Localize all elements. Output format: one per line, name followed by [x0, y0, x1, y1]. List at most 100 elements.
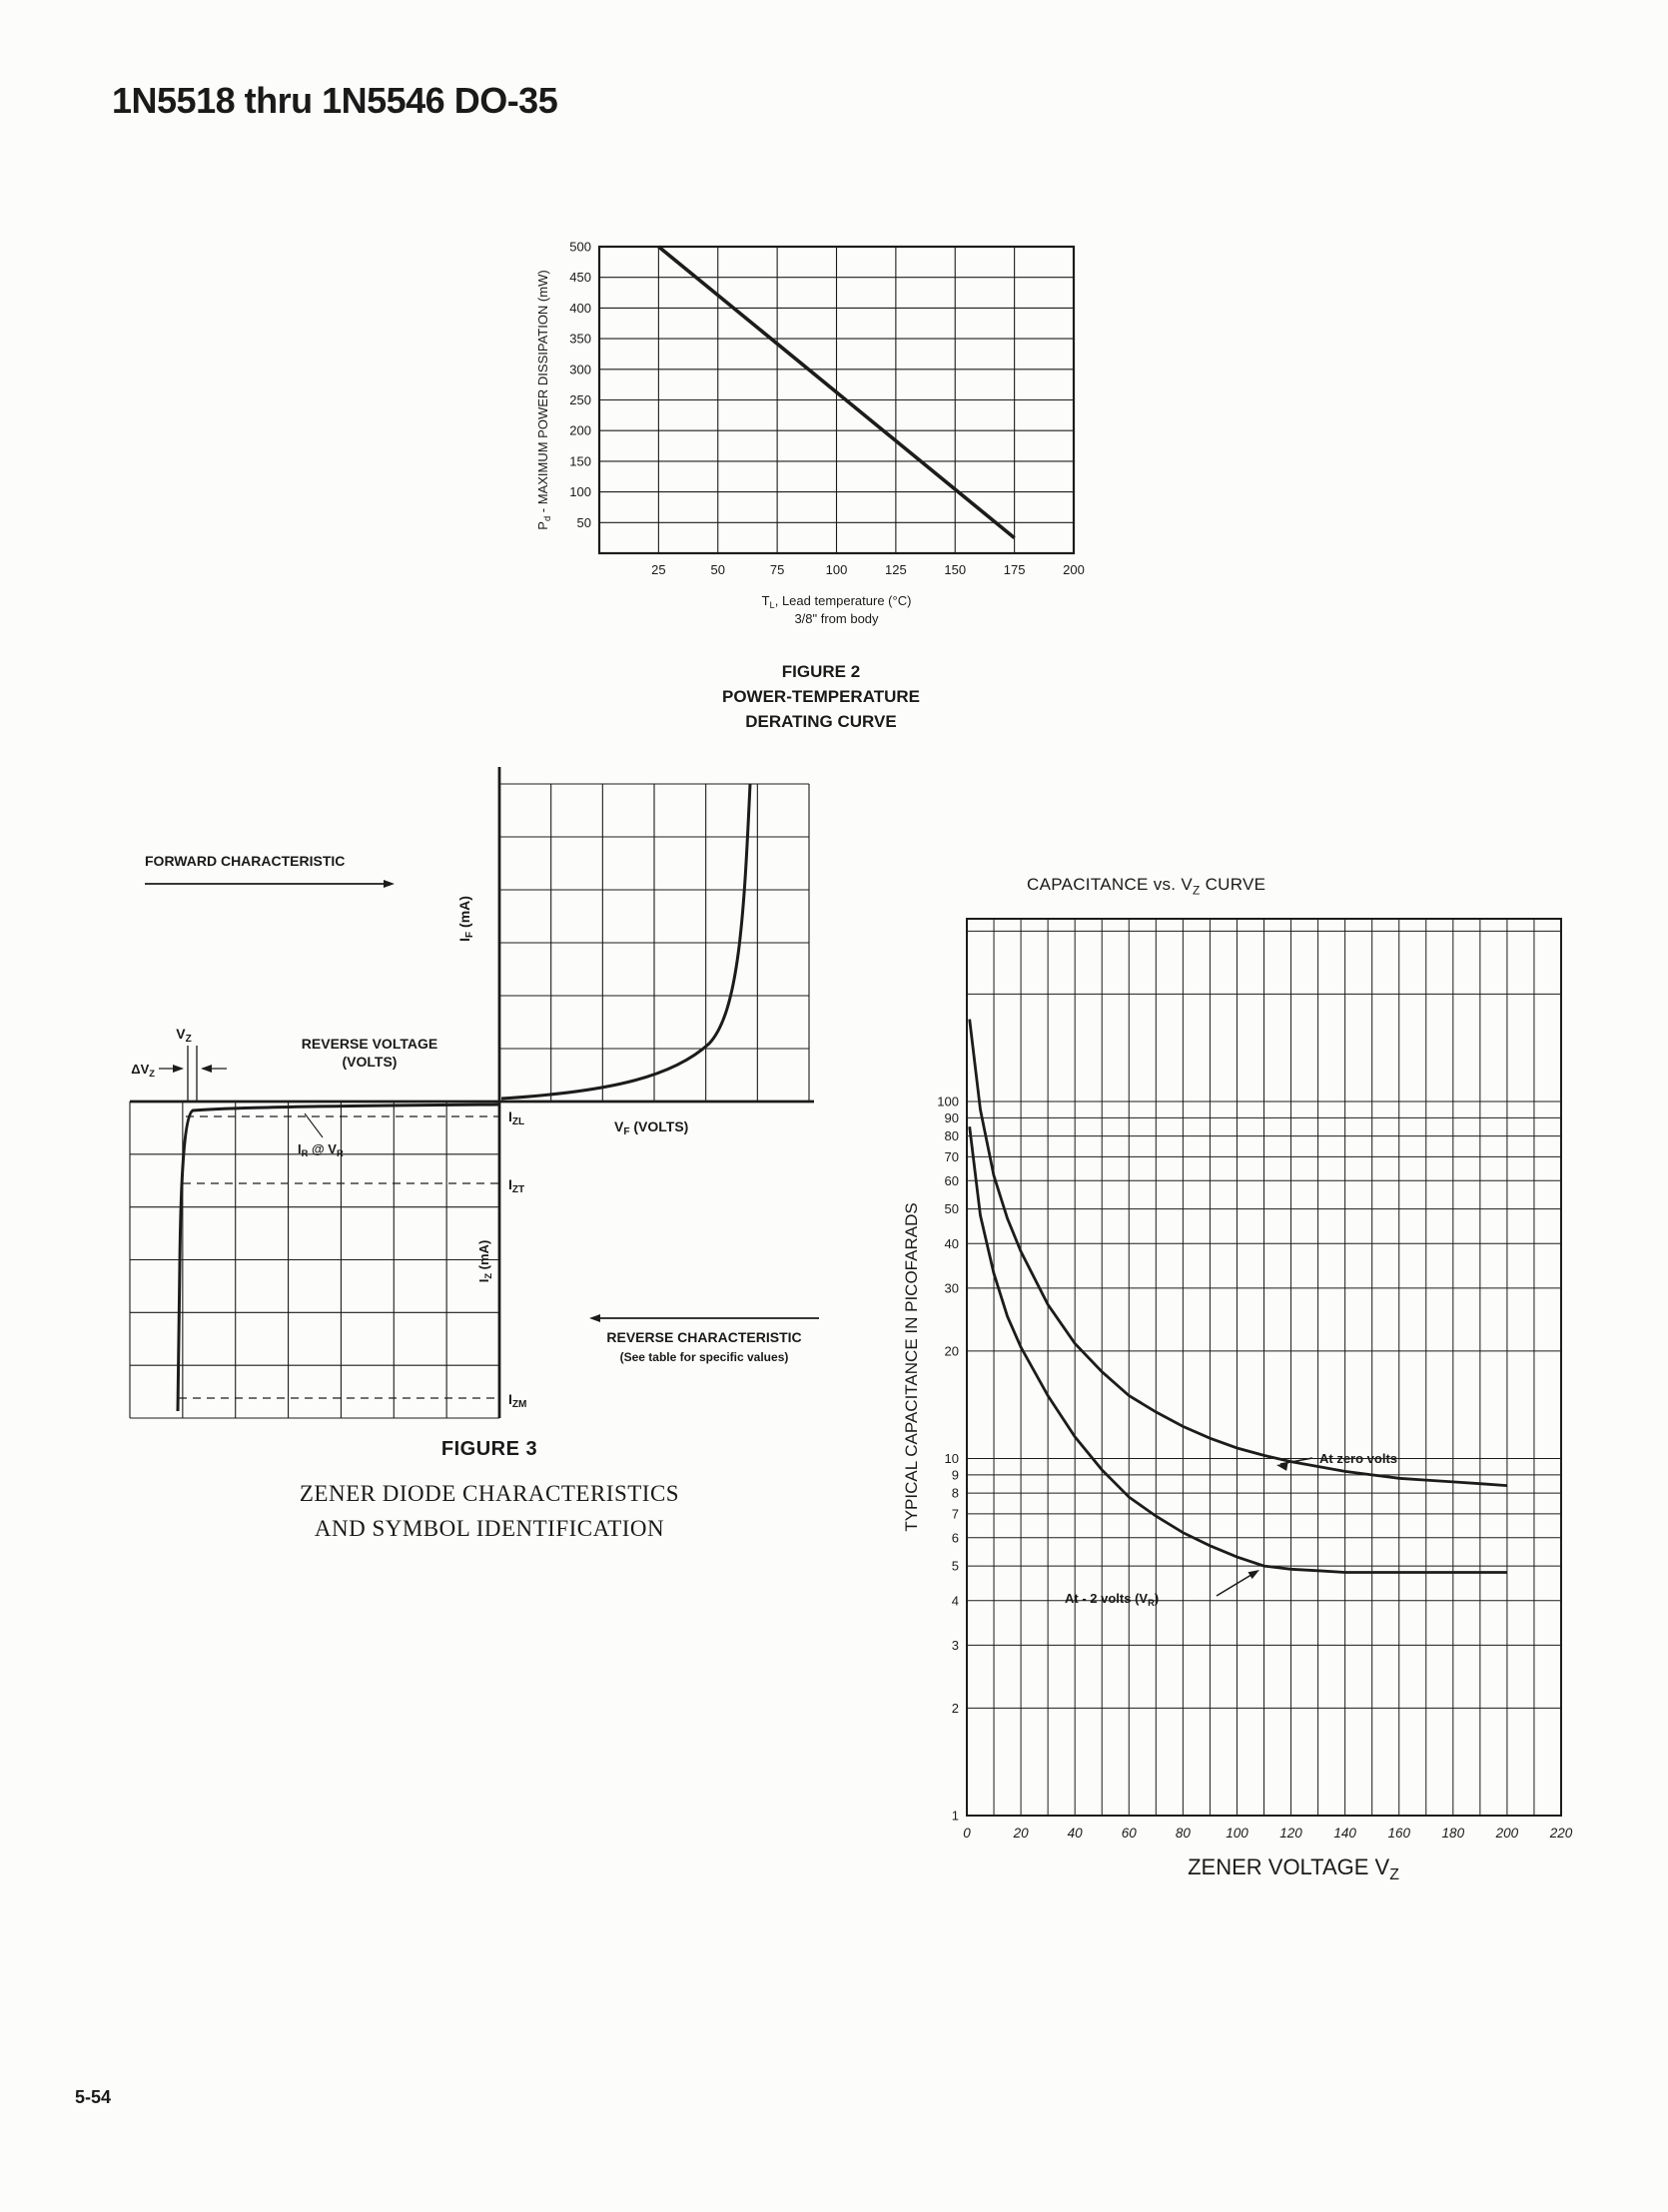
zero-volts-arrowhead [1276, 1462, 1288, 1471]
x-tick-label: 100 [1226, 1826, 1249, 1841]
ir-at-vr-label: IR @ VR [298, 1141, 344, 1158]
x-tick-label: 20 [1013, 1826, 1030, 1841]
y-axis-label: Pd - MAXIMUM POWER DISSIPATION (mW) [535, 270, 552, 529]
x-axis-title: ZENER VOLTAGE VZ [1188, 1854, 1399, 1883]
page-title: 1N5518 thru 1N5546 DO-35 [112, 80, 558, 121]
plot-border [966, 918, 1562, 1817]
y-tick-label: 300 [569, 362, 591, 376]
x-tick-label: 200 [1495, 1826, 1519, 1841]
x-axis-label-line2: 3/8" from body [794, 611, 879, 626]
y-tick-label: 250 [569, 392, 591, 407]
reverse-characteristic-label: REVERSE CHARACTERISTIC [606, 1329, 801, 1345]
x-tick-label: 175 [1004, 562, 1026, 577]
minus2-volts-arrowhead [1248, 1570, 1259, 1580]
y-tick-label: 200 [569, 423, 591, 438]
figure2-caption-line1: FIGURE 2 [781, 662, 861, 681]
figure3-subtitle-line2: AND SYMBOL IDENTIFICATION [314, 1516, 665, 1541]
y-tick-label: 4 [952, 1593, 959, 1608]
delta-vz-arrowhead-right [201, 1065, 212, 1073]
izt-label: IZT [508, 1176, 525, 1195]
forward-arrowhead [384, 880, 395, 888]
y-tick-label: 30 [945, 1280, 959, 1295]
y-tick-label: 80 [945, 1128, 959, 1143]
figure3-subtitle-line1: ZENER DIODE CHARACTERISTICS [299, 1481, 680, 1506]
y-tick-label: 20 [945, 1343, 959, 1358]
x-tick-label: 120 [1279, 1826, 1302, 1841]
x-tick-label: 140 [1333, 1826, 1356, 1841]
figure2-caption-line2: POWER-TEMPERATURE [721, 687, 920, 706]
plot-border [597, 245, 1076, 555]
capacitance-curve-1 [968, 1126, 1507, 1574]
y-tick-label: 7 [952, 1506, 959, 1521]
x-tick-label: 40 [1068, 1826, 1084, 1841]
y-tick-label: 450 [569, 270, 591, 285]
y-tick-label: 100 [569, 484, 591, 499]
x-tick-label: 80 [1176, 1826, 1192, 1841]
x-tick-label: 220 [1549, 1826, 1573, 1841]
x-tick-label: 50 [711, 562, 725, 577]
x-tick-label: 100 [826, 562, 848, 577]
reverse-characteristic-curve [176, 1103, 500, 1412]
x-tick-label: 180 [1442, 1826, 1465, 1841]
x-tick-label: 75 [770, 562, 784, 577]
capacitance-chart-title: CAPACITANCE vs. VZ CURVE [1027, 875, 1266, 898]
reverse-voltage-label: REVERSE VOLTAGE [302, 1036, 437, 1052]
y-tick-label: 150 [569, 453, 591, 468]
y-tick-label: 100 [937, 1095, 959, 1109]
y-tick-label: 3 [952, 1638, 959, 1653]
derating-line [657, 245, 1016, 539]
delta-vz-label: ΔVZ [131, 1062, 155, 1079]
y-tick-label: 5 [952, 1559, 959, 1574]
x-tick-label: 0 [963, 1826, 971, 1841]
delta-vz-arrowhead-left [173, 1065, 184, 1073]
minus2-volts-annotation-line [1216, 1572, 1255, 1597]
derating-chart-canvas: 25 50 75 100 125 150 175 200 50 100 150 200 250 300 35… [535, 240, 1085, 627]
x-tick-label: 125 [885, 562, 907, 577]
y-tick-label: 40 [945, 1236, 959, 1251]
reverse-voltage-units-label: (VOLTS) [343, 1054, 398, 1070]
y-tick-label: 8 [952, 1486, 959, 1501]
y-tick-label: 10 [945, 1451, 959, 1466]
izm-label: IZM [508, 1391, 526, 1410]
y-tick-label: 50 [577, 515, 591, 530]
vz-label: VZ [176, 1026, 192, 1045]
zero-volts-annotation: At zero volts [1319, 1451, 1397, 1466]
figure3-subtitle: ZENER DIODE CHARACTERISTICS AND SYMBOL I… [170, 1476, 809, 1546]
zener-characteristics-diagram-canvas: FORWARD CHARACTERISTIC REVERSE VOLTAGE (VO… [129, 767, 819, 1419]
figure3-caption: FIGURE 3 [440, 1438, 538, 1460]
y-tick-label: 400 [569, 301, 591, 316]
reverse-characteristic-note: (See table for specific values) [620, 1350, 789, 1364]
x-tick-label: 150 [944, 562, 966, 577]
x-tick-label: 160 [1387, 1826, 1410, 1841]
page-number: 5-54 [75, 2087, 112, 2107]
y-tick-label: 60 [945, 1173, 959, 1188]
iz-axis-label: IZ (mA) [476, 1240, 493, 1283]
x-tick-label: 60 [1122, 1826, 1138, 1841]
y-tick-label: 50 [945, 1201, 959, 1216]
y-axis-title: TYPICAL CAPACITANCE IN PICOFARADS [902, 1202, 921, 1531]
ir-vr-leader-line [304, 1112, 324, 1138]
figure2-caption: FIGURE 2 POWER-TEMPERATURE DERATING CURV… [647, 659, 995, 734]
x-tick-label: 25 [651, 562, 665, 577]
zero-volts-annotation-line [1279, 1457, 1313, 1465]
vf-axis-label: VF (VOLTS) [614, 1118, 688, 1137]
y-tick-label: 6 [952, 1530, 959, 1545]
izl-label: IZL [508, 1108, 524, 1127]
y-tick-label: 9 [952, 1467, 959, 1482]
x-axis-label-line1: TL, Lead temperature (°C) [762, 593, 912, 610]
figure2-caption-line3: DERATING CURVE [745, 712, 897, 731]
y-tick-label: 500 [569, 240, 591, 255]
y-tick-label: 350 [569, 332, 591, 347]
x-tick-label: 200 [1063, 562, 1085, 577]
reverse-arrowhead [589, 1314, 600, 1322]
y-tick-label: 2 [952, 1701, 959, 1716]
y-tick-label: 70 [945, 1149, 959, 1164]
y-tick-label: 1 [952, 1809, 959, 1824]
if-axis-label: IF (mA) [456, 896, 475, 942]
forward-characteristic-curve [500, 783, 752, 1101]
y-tick-label: 90 [945, 1110, 959, 1125]
minus2-volts-annotation: At - 2 volts (VR) [1065, 1591, 1159, 1608]
forward-characteristic-label: FORWARD CHARACTERISTIC [145, 853, 345, 869]
